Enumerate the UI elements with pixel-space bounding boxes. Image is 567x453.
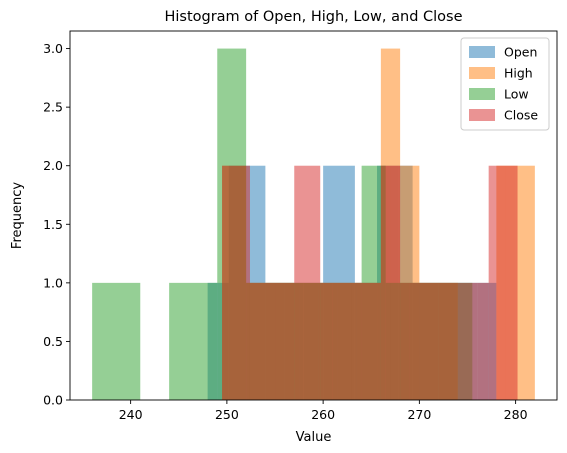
- x-tick-label: 240: [119, 407, 143, 422]
- x-tick-label: 270: [407, 407, 431, 422]
- legend-label-open: Open: [504, 45, 537, 60]
- bar-close: [249, 282, 276, 400]
- y-tick-label: 0.0: [43, 393, 63, 408]
- legend-box: [460, 37, 550, 131]
- legend: Open High Low Close: [460, 37, 550, 131]
- bar-close: [457, 282, 478, 400]
- legend-label-low: Low: [504, 87, 529, 102]
- bar-close: [400, 282, 439, 400]
- x-tick-label: 250: [215, 407, 239, 422]
- bar-low: [169, 282, 218, 400]
- plot-frame: [69, 30, 558, 401]
- bar-low: [92, 282, 141, 400]
- y-tick-label: 1.0: [43, 275, 63, 290]
- bar-close: [294, 165, 321, 400]
- y-tick-label: 2.5: [43, 100, 63, 115]
- x-tick-label: 260: [311, 407, 335, 422]
- bar-close: [390, 165, 401, 400]
- bar-close: [275, 282, 295, 400]
- bar-close: [320, 282, 352, 400]
- legend-swatch-close: [469, 109, 495, 121]
- chart-title: Histogram of Open, High, Low, and Close: [164, 9, 462, 25]
- y-tick-label: 3.0: [43, 41, 63, 56]
- bar-close: [505, 165, 518, 400]
- x-axis-label: Value: [296, 430, 332, 445]
- legend-swatch-high: [469, 67, 495, 79]
- x-tick-label: 280: [504, 407, 528, 422]
- y-tick-label: 0.5: [43, 334, 63, 349]
- bar-close: [380, 165, 391, 400]
- bar-close: [351, 282, 381, 400]
- bar-close: [477, 282, 489, 400]
- legend-swatch-open: [469, 46, 495, 58]
- bars: [92, 48, 535, 400]
- legend-swatch-low: [469, 88, 495, 100]
- bar-close: [438, 282, 458, 400]
- y-axis-label: Frequency: [10, 182, 25, 249]
- legend-label-close: Close: [504, 108, 538, 123]
- legend-label-high: High: [504, 66, 533, 81]
- bar-close: [488, 165, 506, 400]
- y-tick-label: 1.5: [43, 217, 63, 232]
- bar-close: [222, 165, 250, 400]
- bar-high: [515, 165, 535, 400]
- y-tick-label: 2.0: [43, 158, 63, 173]
